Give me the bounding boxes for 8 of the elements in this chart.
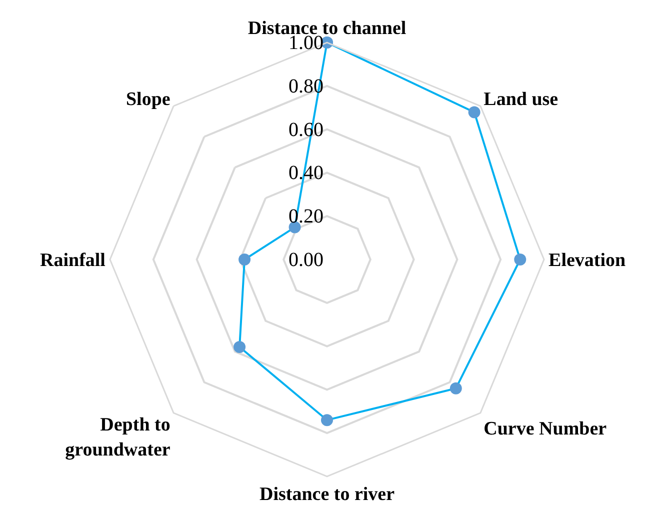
spoke-label: Rainfall (40, 250, 106, 272)
spoke-label: Slope (126, 88, 170, 110)
spoke-label: Depth to groundwater (65, 414, 171, 460)
spoke-label: Curve Number (484, 418, 608, 440)
y-tick-label: 0.00 (288, 249, 324, 271)
spoke-label: Land use (484, 88, 558, 110)
spoke-label: Elevation (548, 250, 626, 272)
spoke-label: Distance to river (259, 484, 396, 506)
